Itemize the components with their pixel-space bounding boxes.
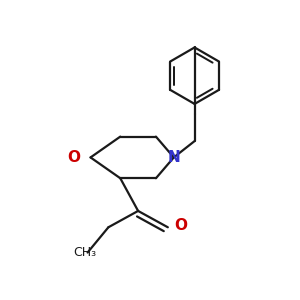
Text: N: N (167, 150, 180, 165)
Text: O: O (175, 218, 188, 233)
Text: CH₃: CH₃ (73, 246, 96, 259)
Text: O: O (68, 150, 81, 165)
